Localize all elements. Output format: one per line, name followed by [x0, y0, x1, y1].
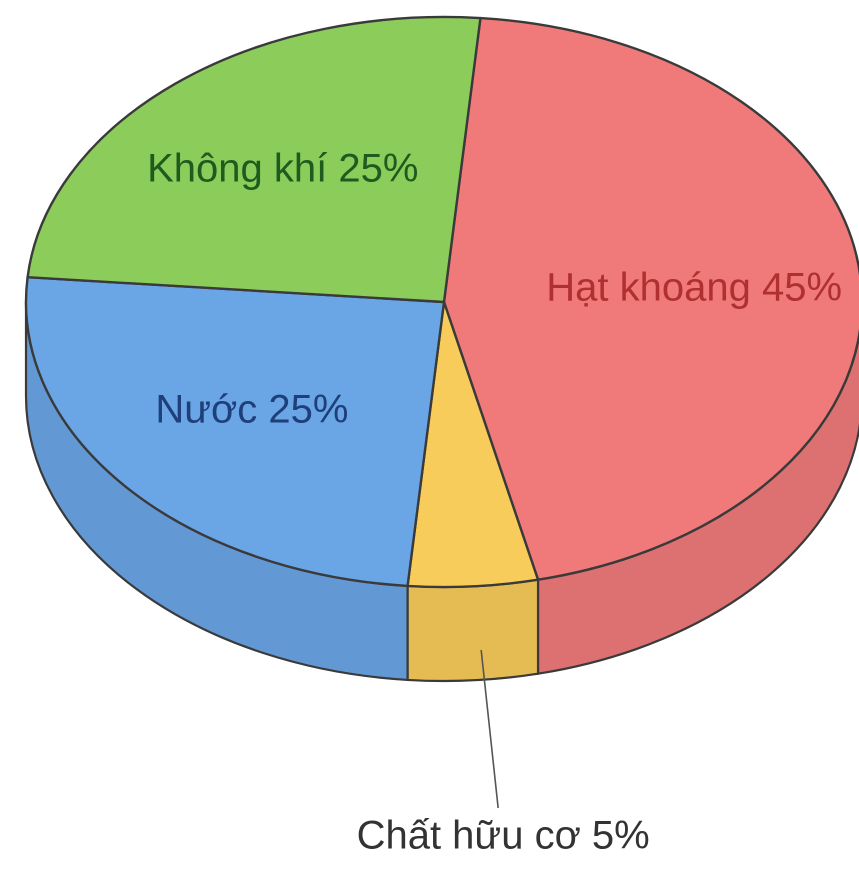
pie-slice-nuoc — [24, 275, 446, 588]
pie-label-nuoc: Nước 25% — [155, 387, 348, 431]
pie-labels: Hạt khoáng 45% Chất hữu cơ 5% Nước 25% Khôn… — [147, 147, 842, 858]
pie-side-chat-huu-co — [406, 578, 540, 683]
pie-slice-hat-khoang — [442, 16, 859, 581]
pie-label-khong-khi: Không khí 25% — [147, 147, 418, 191]
pie-leader-line — [480, 649, 499, 809]
pie-top-faces — [24, 15, 859, 589]
pie-label-chat-huu-co: Chất hữu cơ 5% — [357, 814, 650, 858]
pie-label-hat-khoang: Hạt khoáng 45% — [546, 266, 842, 310]
pie-slice-khong-khi — [26, 15, 482, 304]
